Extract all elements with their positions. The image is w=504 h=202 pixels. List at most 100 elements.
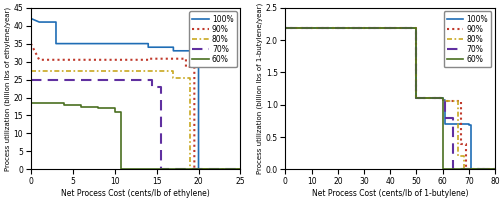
Line: 70%: 70%	[285, 28, 495, 169]
70%	[442, 98, 448, 101]
Line: 80%: 80%	[31, 70, 240, 169]
Y-axis label: Process utilization (billion lbs of 1-butylene/year): Process utilization (billion lbs of 1-bu…	[257, 3, 263, 174]
80%	[413, 27, 419, 29]
70%	[421, 97, 427, 99]
100%	[196, 168, 202, 171]
60%	[61, 103, 68, 106]
100%	[468, 124, 474, 127]
X-axis label: Net Process Cost (cents/lb of ethylene): Net Process Cost (cents/lb of ethylene)	[61, 189, 210, 198]
80%	[413, 97, 419, 99]
80%	[442, 100, 448, 103]
Line: 90%: 90%	[285, 28, 495, 169]
80%	[461, 155, 467, 158]
60%	[237, 168, 243, 171]
90%	[442, 98, 448, 101]
Legend: 100%, 90%, 80%, 70%, 60%: 100%, 90%, 80%, 70%, 60%	[189, 12, 236, 67]
100%	[468, 168, 474, 171]
80%	[421, 97, 427, 99]
80%	[170, 69, 176, 72]
90%	[463, 168, 469, 171]
90%	[413, 97, 419, 99]
100%	[413, 97, 419, 99]
100%	[466, 124, 472, 127]
90%	[439, 97, 446, 99]
90%	[145, 59, 151, 61]
80%	[455, 155, 461, 158]
70%	[413, 27, 419, 29]
60%	[28, 102, 34, 104]
90%	[192, 66, 198, 68]
70%	[237, 168, 243, 171]
100%	[237, 168, 243, 171]
Legend: 100%, 90%, 80%, 70%, 60%: 100%, 90%, 80%, 70%, 60%	[444, 12, 491, 67]
60%	[439, 97, 446, 99]
60%	[112, 107, 118, 109]
80%	[439, 97, 446, 99]
90%	[492, 168, 498, 171]
100%	[442, 98, 448, 101]
90%	[439, 98, 446, 101]
100%	[442, 123, 448, 125]
100%	[36, 21, 42, 23]
90%	[421, 97, 427, 99]
100%	[53, 42, 59, 45]
80%	[187, 77, 193, 79]
60%	[282, 27, 288, 29]
Line: 100%: 100%	[31, 18, 240, 169]
90%	[442, 100, 448, 103]
80%	[455, 100, 461, 103]
60%	[117, 168, 123, 171]
90%	[192, 168, 198, 171]
70%	[439, 98, 446, 101]
100%	[421, 97, 427, 99]
100%	[145, 46, 151, 48]
100%	[170, 46, 176, 48]
60%	[421, 97, 427, 99]
60%	[413, 27, 419, 29]
100%	[170, 49, 176, 52]
70%	[450, 116, 456, 119]
60%	[112, 111, 118, 113]
60%	[61, 102, 68, 104]
80%	[282, 27, 288, 29]
100%	[36, 21, 42, 23]
90%	[183, 58, 189, 60]
100%	[439, 98, 446, 101]
80%	[492, 168, 498, 171]
Line: 80%: 80%	[285, 28, 495, 169]
70%	[149, 85, 155, 88]
X-axis label: Net Process Cost (cents/lb of 1-butylene): Net Process Cost (cents/lb of 1-butylene…	[312, 189, 468, 198]
60%	[421, 97, 427, 99]
60%	[492, 168, 498, 171]
70%	[439, 97, 446, 99]
Line: 100%: 100%	[285, 28, 495, 169]
Line: 60%: 60%	[31, 103, 240, 169]
90%	[237, 168, 243, 171]
90%	[421, 97, 427, 99]
100%	[466, 123, 472, 125]
100%	[196, 53, 202, 56]
70%	[282, 27, 288, 29]
80%	[237, 168, 243, 171]
80%	[145, 69, 151, 72]
90%	[282, 27, 288, 29]
100%	[28, 17, 34, 20]
100%	[187, 53, 193, 56]
Y-axis label: Process utilization (billion lbs of ethylene/year): Process utilization (billion lbs of ethy…	[4, 6, 11, 171]
100%	[413, 27, 419, 29]
70%	[450, 168, 456, 171]
100%	[187, 49, 193, 52]
100%	[53, 21, 59, 23]
Line: 60%: 60%	[285, 28, 495, 169]
60%	[413, 97, 419, 99]
70%	[158, 168, 164, 171]
80%	[145, 69, 151, 72]
90%	[36, 59, 42, 61]
80%	[439, 98, 446, 101]
70%	[149, 78, 155, 81]
90%	[463, 142, 469, 145]
100%	[53, 42, 59, 45]
70%	[492, 168, 498, 171]
70%	[413, 97, 419, 99]
100%	[145, 42, 151, 45]
